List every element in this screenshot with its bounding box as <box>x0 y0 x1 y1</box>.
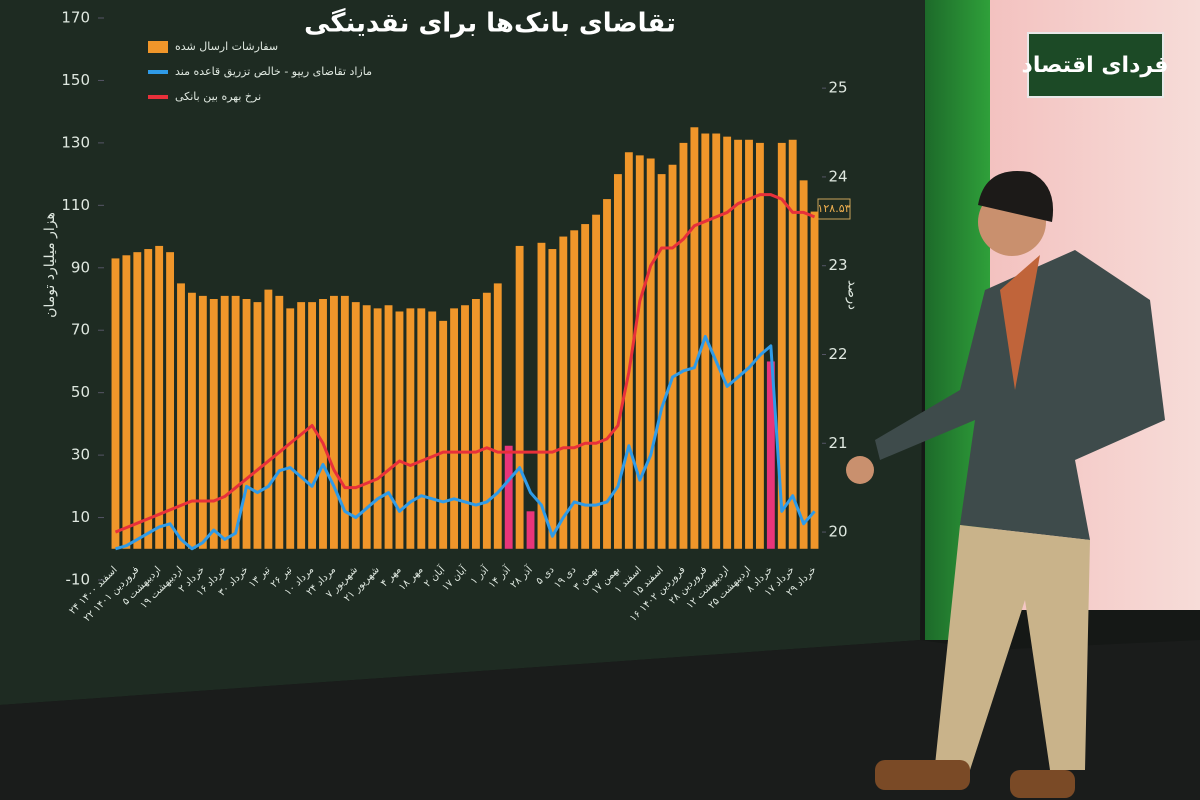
bar <box>482 292 491 549</box>
callout: ۱۲۸.۵۳ <box>817 202 850 215</box>
legend-label: نرخ بهره بین بانکی <box>175 90 261 103</box>
bar <box>122 255 131 549</box>
y-tick-label: 10 <box>71 508 90 526</box>
bar <box>286 308 295 549</box>
bar <box>668 164 677 549</box>
bar <box>242 299 251 549</box>
bar <box>471 299 480 549</box>
bar <box>613 174 622 549</box>
y-tick-label: 110 <box>61 196 90 214</box>
bar <box>526 511 535 549</box>
bar <box>395 311 404 549</box>
bar <box>384 305 393 549</box>
bar <box>373 308 382 549</box>
bar <box>504 445 513 549</box>
bar <box>340 295 349 549</box>
bar <box>253 302 262 549</box>
logo-text: فردای اقتصاد <box>1022 53 1169 78</box>
bar <box>745 139 753 549</box>
bar <box>581 224 590 549</box>
bar <box>417 308 426 549</box>
y-tick-label: -10 <box>66 571 91 589</box>
bar <box>209 299 218 549</box>
y-tick-label: 70 <box>71 321 90 339</box>
bar <box>177 283 185 549</box>
bar <box>592 214 601 549</box>
y2-tick-label: 24 <box>828 167 847 185</box>
y-axis-label: هزار میلیارد تومان <box>42 212 58 318</box>
legend-label: مازاد تقاضای ریپو - خالص تزریق قاعده مند <box>175 65 372 79</box>
bar <box>548 249 557 549</box>
bar <box>559 236 568 549</box>
y-tick-label: 130 <box>61 133 90 151</box>
y2-tick-label: 20 <box>828 523 847 541</box>
y2-tick-label: 21 <box>828 434 847 452</box>
bar <box>220 295 229 549</box>
legend-label: سفارشات ارسال شده <box>175 40 278 53</box>
bar <box>788 139 797 549</box>
bar <box>799 180 808 549</box>
y-tick-label: 50 <box>71 383 90 401</box>
y-tick-label: 30 <box>71 446 90 464</box>
bar <box>734 139 743 549</box>
bar <box>690 127 699 549</box>
bar <box>450 308 459 549</box>
bar <box>362 305 371 549</box>
bar <box>144 249 153 549</box>
bar <box>406 308 415 549</box>
bar <box>570 230 579 549</box>
bar <box>264 289 273 549</box>
bar <box>166 252 175 549</box>
bar <box>297 302 306 549</box>
bar <box>231 295 240 549</box>
bar <box>635 155 644 549</box>
bar <box>493 283 502 549</box>
bar <box>275 295 284 549</box>
y2-tick-label: 22 <box>828 345 847 363</box>
bar <box>777 142 786 549</box>
y-tick-label: 150 <box>61 71 90 89</box>
bar <box>657 174 666 549</box>
bar <box>439 320 448 549</box>
logo <box>1027 32 1164 98</box>
bar <box>133 252 142 549</box>
bar <box>428 311 437 549</box>
bar <box>701 133 710 549</box>
bar <box>351 302 360 549</box>
chart-title: تقاضای بانک‌ها برای نقدینگی <box>304 8 676 39</box>
bar <box>624 152 633 549</box>
y2-tick-label: 23 <box>828 256 847 274</box>
y-tick-label: 90 <box>71 258 90 276</box>
bar <box>329 295 338 549</box>
legend-swatch <box>148 41 168 53</box>
bar <box>187 292 196 549</box>
presenter <box>846 170 1165 798</box>
bar <box>319 299 327 549</box>
bar <box>679 142 688 549</box>
bar <box>810 211 819 549</box>
bar <box>603 199 611 549</box>
bar <box>755 142 764 549</box>
bar <box>766 361 775 549</box>
bar <box>723 136 732 549</box>
line <box>115 334 816 551</box>
bar <box>155 245 164 549</box>
y-tick-label: 170 <box>61 9 90 27</box>
bar <box>537 242 546 549</box>
bar <box>712 133 721 549</box>
bar <box>646 158 655 549</box>
bar <box>198 295 207 549</box>
bar <box>515 245 524 549</box>
bar <box>111 258 120 549</box>
line <box>114 193 816 534</box>
y2-tick-label: 25 <box>828 79 847 97</box>
callout-box <box>817 198 851 220</box>
bar <box>461 305 469 549</box>
y2-axis-label: درصد <box>845 280 860 310</box>
